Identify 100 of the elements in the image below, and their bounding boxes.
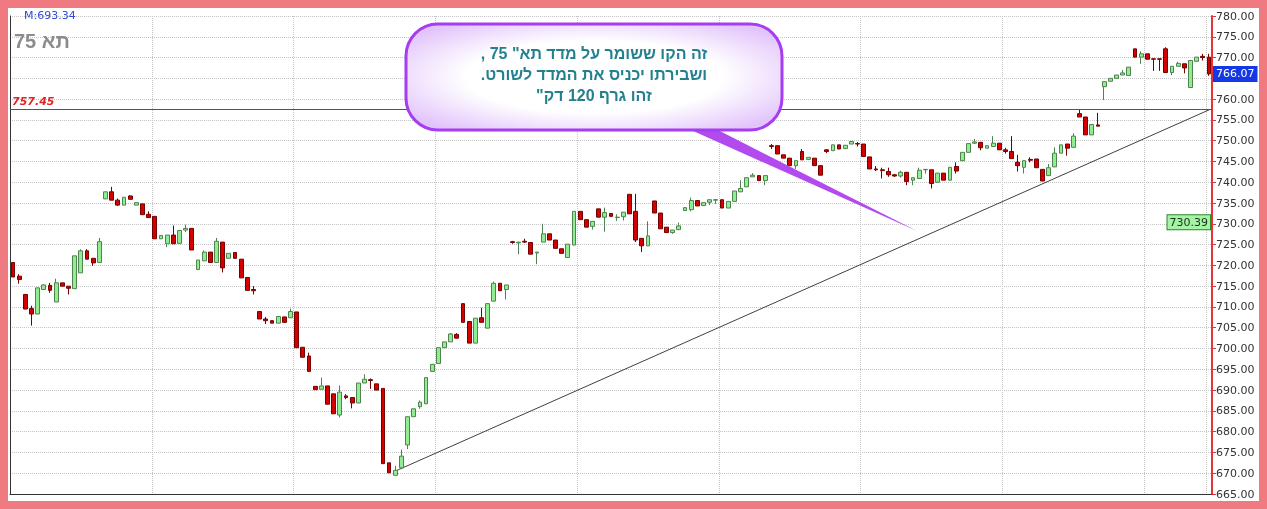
candlestick [48,282,52,294]
y-tick-label: 695.00 [1216,362,1255,376]
candlestick [196,259,200,271]
candlestick [159,234,163,240]
candlestick [11,261,15,278]
candlestick [541,223,546,243]
candlestick [880,167,885,180]
candlestick [849,141,854,145]
candlestick [307,352,311,372]
candlestick [1071,132,1076,148]
candlestick [418,399,422,410]
candlestick [985,145,989,149]
y-tick-label: 685.00 [1216,404,1255,418]
annotation: זה הקו ששומר על מדד תא" 75 , ושבירתו יכניס את המדד לשורט. זהו גרף 120 דק" [479,44,709,106]
candlestick [461,303,465,323]
y-tick-label: 705.00 [1216,321,1255,335]
candlestick [923,168,928,175]
candlestick [97,237,102,263]
candlestick [565,243,570,258]
candlestick [954,161,959,175]
candlestick [498,282,502,292]
y-tick-label: 720.00 [1216,258,1255,272]
candlestick [350,397,355,409]
candlestick [1207,53,1211,77]
y-tick-label: 735.00 [1216,196,1255,210]
candlestick [202,249,207,262]
candlestick [85,248,89,260]
candlestick [233,252,237,259]
candlestick [387,462,391,474]
candlestick [1200,53,1205,61]
candlestick [824,148,829,154]
y-tick-label: 670.00 [1216,466,1255,480]
y-tick-label: 680.00 [1216,425,1255,439]
candlestick [831,144,835,152]
y-tick-label: 730.00 [1216,217,1255,231]
candlestick [1182,63,1187,74]
candlestick [1022,160,1026,175]
candlestick [368,377,373,390]
candlestick [430,363,435,372]
annotation: 766.07 [1216,67,1255,81]
candlestick [17,273,22,285]
candlestick [1065,143,1070,157]
candlestick [1089,123,1094,136]
candlestick [941,172,946,181]
candlestick [282,316,287,323]
candlestick [454,332,459,340]
candlestick [683,207,687,212]
y-tick-label: 665.00 [1216,487,1255,501]
y-tick-label: 710.00 [1216,300,1255,314]
candlestick [1170,65,1174,76]
y-tick-label: 740.00 [1216,175,1255,189]
candlestick [535,251,539,265]
candlestick [122,196,126,206]
candlestick [1059,144,1063,154]
candlestick [929,169,934,189]
y-tick-label: 690.00 [1216,383,1255,397]
candlestick [1096,112,1100,127]
candlestick [615,213,620,222]
candlestick [103,191,108,200]
candlestick [800,148,804,161]
y-tick-label: 755.00 [1216,113,1255,127]
candlestick [596,208,601,218]
candlestick [806,156,811,160]
candlestick [646,220,650,247]
candlestick [689,197,694,212]
candlestick [917,167,922,180]
candlestick [473,317,478,344]
y-tick-label: 675.00 [1216,445,1255,459]
candlestick [288,308,293,319]
candlestick [874,165,878,172]
candlestick [467,321,472,344]
candlestick [935,172,940,183]
candlestick [220,241,225,273]
candlestick [1176,61,1181,67]
candlestick [208,251,213,263]
candlestick [911,177,915,186]
candlestick [319,377,324,390]
candlestick [720,199,724,209]
candlestick [424,377,428,405]
candlestick [165,234,170,248]
annotation: 730.39 [1169,215,1208,229]
candlestick [609,212,613,217]
candlestick [510,240,515,245]
candlestick [757,175,761,182]
y-tick-label: 770.00 [1216,51,1255,65]
candlestick [904,171,909,186]
candlestick [479,307,484,323]
candlestick [214,237,219,263]
y-tick-label: 760.00 [1216,92,1255,106]
candlestick [485,303,490,329]
y-tick-label: 750.00 [1216,134,1255,148]
candlestick [313,385,318,391]
candlestick [898,170,903,179]
candlestick [948,166,952,181]
ref-line-label: 757.45 [12,94,55,108]
candlestick [344,393,348,400]
candlestick [621,211,626,221]
candlestick [843,144,848,150]
candlestick [91,257,96,267]
candlestick [276,316,281,324]
